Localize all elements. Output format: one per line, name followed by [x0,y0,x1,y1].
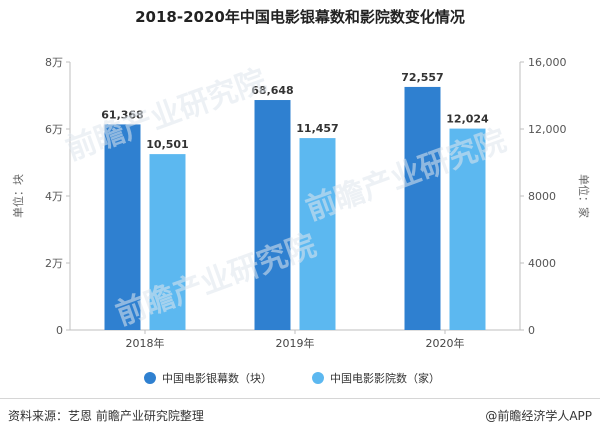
x-axis-tick-label: 2020年 [426,336,465,350]
left-axis-tick-label: 4万 [45,190,63,203]
left-axis-tick-label: 8万 [45,56,63,69]
data-label: 10,501 [146,138,188,151]
chart-title: 2018-2020年中国电影银幕数和影院数变化情况 [135,8,465,26]
right-axis-tick-label: 8000 [528,190,556,203]
bar-screens [254,100,291,330]
footer: 资料来源：艺恩 前瞻产业研究院整理 @前瞻经济学人APP [0,398,600,435]
data-label: 61,368 [101,108,143,121]
bar-chart: 0 2万 4万 6万 8万 0 4000 8000 12,000 16,000 单位：块 单位：家 61… [11,56,591,385]
data-label: 11,457 [296,122,338,135]
right-axis-label: 单位：家 [577,174,591,218]
source-note: 资料来源：艺恩 前瞻产业研究院整理 [8,409,204,423]
bar-screens [104,124,141,330]
legend-marker [144,372,156,384]
left-axis-tick-label: 0 [56,324,63,337]
right-axis-tick-label: 4000 [528,257,556,270]
brand-label: @前瞻经济学人APP [485,409,592,423]
data-label: 72,557 [401,71,443,84]
data-label: 12,024 [446,113,489,126]
left-axis-tick-label: 2万 [45,257,63,270]
right-axis-tick-label: 12,000 [528,123,567,136]
legend-marker [312,372,324,384]
bar-cinemas [299,138,336,330]
x-axis-tick-label: 2019年 [276,336,315,350]
data-label: 68,648 [251,84,293,97]
legend-label: 中国电影影院数（家） [330,371,440,385]
bar-cinemas [449,128,486,330]
left-axis-tick-label: 6万 [45,123,63,136]
bar-cinemas [149,154,186,330]
legend-label: 中国电影银幕数（块） [162,371,272,385]
x-axis-tick-label: 2018年 [126,336,165,350]
bar-screens [404,86,441,330]
right-axis-tick-label: 16,000 [528,56,567,69]
right-axis-tick-label: 0 [528,324,535,337]
left-axis-label: 单位：块 [11,174,25,218]
